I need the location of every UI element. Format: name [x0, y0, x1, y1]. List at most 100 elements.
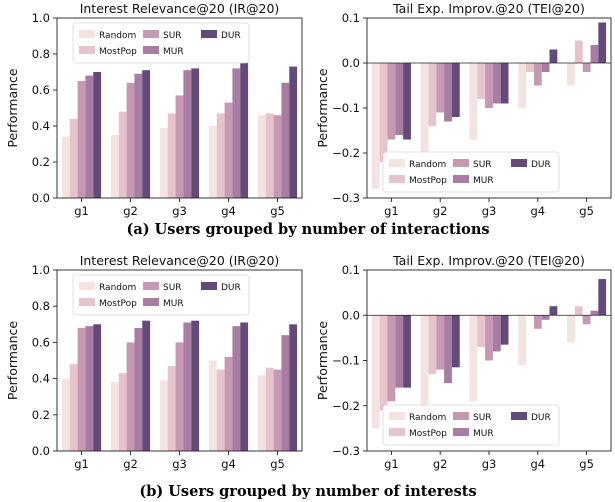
y-tick-label: −0.3	[332, 444, 360, 458]
y-tick-label: 0.0	[342, 56, 360, 70]
bar-dur-g2	[451, 63, 460, 117]
legend-swatch-mostpop	[389, 428, 405, 436]
bar-dur-g4	[240, 322, 249, 451]
legend-label-mostpop: MostPop	[409, 176, 447, 186]
bar-mostpop-g4	[216, 369, 225, 451]
legend-swatch-dur	[201, 282, 217, 290]
legend-label-mur: MUR	[473, 176, 494, 186]
x-tick-label: g1	[384, 204, 399, 218]
x-tick-label: g2	[123, 457, 138, 471]
y-tick-label: −0.2	[332, 399, 360, 413]
bar-dur-g3	[500, 63, 509, 104]
y-tick-label: −0.2	[332, 146, 360, 160]
legend-swatch-sur	[453, 159, 469, 167]
bar-sur-g3	[175, 95, 184, 198]
bar-random-g4	[208, 360, 217, 451]
legend: Random MostPop SUR MUR DUR	[72, 22, 250, 64]
bar-mur-g3	[492, 315, 501, 352]
bar-random-g3	[159, 380, 168, 451]
bar-dur-g5	[289, 66, 298, 198]
bar-mur-g2	[444, 315, 452, 384]
legend-swatch-mostpop	[389, 175, 405, 183]
bar-mostpop-g1	[69, 118, 78, 198]
bar-sur-g1	[387, 63, 396, 140]
bar-mur-g1	[395, 63, 404, 135]
bar-mostpop-g4	[216, 113, 225, 198]
bar-dur-g2	[142, 70, 151, 198]
bar-dur-g2	[451, 315, 460, 368]
bar-mostpop-g3	[167, 113, 176, 198]
x-tick-label: g1	[74, 457, 89, 471]
bar-mur-g5	[281, 82, 290, 198]
legend-box	[72, 22, 250, 64]
bar-mostpop-g2	[428, 315, 437, 375]
y-tick-label: 1.0	[32, 263, 50, 277]
caption-top: (a) Users grouped by number of interacti…	[126, 221, 489, 238]
bar-mur-g4	[232, 326, 241, 451]
x-tick-label: g1	[384, 457, 399, 471]
bar-sur-g4	[533, 63, 542, 86]
bar-mur-g4	[541, 315, 550, 320]
caption-bottom: (b) Users grouped by number of interests	[139, 483, 476, 500]
legend-label-dur: DUR	[221, 31, 241, 41]
x-tick-label: g3	[482, 457, 497, 471]
legend-label-dur: DUR	[221, 283, 241, 293]
legend-swatch-random	[389, 412, 405, 420]
bar-random-g4	[208, 126, 217, 198]
chart-title: Tail Exp. Improv.@20 (TEI@20)	[392, 1, 585, 16]
bar-mostpop-g3	[167, 365, 176, 451]
legend-label-mur: MUR	[473, 429, 494, 439]
legend-label-random: Random	[409, 413, 446, 423]
legend-label-mostpop: MostPop	[409, 429, 447, 439]
legend-swatch-random	[79, 282, 95, 290]
bar-random-g1	[61, 136, 70, 198]
bar-random-g5	[257, 115, 266, 198]
bar-sur-g1	[77, 81, 86, 198]
legend-swatch-mostpop	[79, 46, 95, 54]
x-tick-label: g1	[74, 204, 89, 218]
bar-dur-g1	[403, 63, 411, 140]
bar-dur-g2	[142, 320, 151, 451]
bar-mur-g5	[281, 335, 290, 451]
x-tick-label: g3	[172, 204, 187, 218]
bar-sur-g2	[436, 63, 445, 113]
bar-sur-g3	[175, 342, 184, 451]
bar-random-g2	[420, 63, 429, 171]
x-tick-label: g2	[433, 204, 448, 218]
x-tick-label: g5	[579, 457, 594, 471]
bar-random-g2	[110, 382, 119, 451]
chart-title: Tail Exp. Improv.@20 (TEI@20)	[392, 253, 585, 268]
bar-dur-g5	[598, 22, 607, 63]
legend-swatch-random	[389, 159, 405, 167]
legend-label-mostpop: MostPop	[99, 47, 137, 57]
bar-mur-g3	[183, 322, 192, 451]
bar-sur-g2	[436, 315, 445, 370]
y-tick-label: 0.8	[32, 299, 50, 313]
y-tick-label: 0.4	[32, 119, 50, 133]
legend-swatch-mur	[453, 428, 469, 436]
y-axis-label: Performance	[5, 68, 20, 148]
bar-dur-g3	[500, 315, 509, 345]
legend-label-sur: SUR	[473, 160, 492, 170]
legend-swatch-sur	[143, 282, 159, 290]
bar-mostpop-g5	[574, 40, 583, 63]
bar-sur-g4	[533, 315, 542, 329]
legend-label-mur: MUR	[163, 47, 184, 57]
bar-mostpop-g1	[379, 315, 388, 411]
bar-mostpop-g5	[574, 306, 583, 316]
bar-dur-g1	[93, 324, 102, 451]
chart-title: Interest Relevance@20 (IR@20)	[80, 1, 280, 16]
bar-random-g2	[420, 315, 429, 411]
legend-swatch-dur	[511, 159, 527, 167]
x-tick-label: g2	[433, 457, 448, 471]
legend: Random MostPop SUR MUR DUR	[382, 151, 560, 193]
bar-random-g5	[567, 315, 575, 343]
bar-random-g3	[469, 63, 478, 140]
legend-label-random: Random	[409, 160, 446, 170]
bar-mur-g1	[85, 326, 94, 451]
y-tick-label: −0.3	[332, 191, 360, 205]
y-tick-label: 0.2	[32, 155, 50, 169]
y-tick-label: 0.6	[32, 83, 50, 97]
legend-label-sur: SUR	[163, 283, 182, 293]
y-tick-label: 0.1	[342, 11, 360, 25]
